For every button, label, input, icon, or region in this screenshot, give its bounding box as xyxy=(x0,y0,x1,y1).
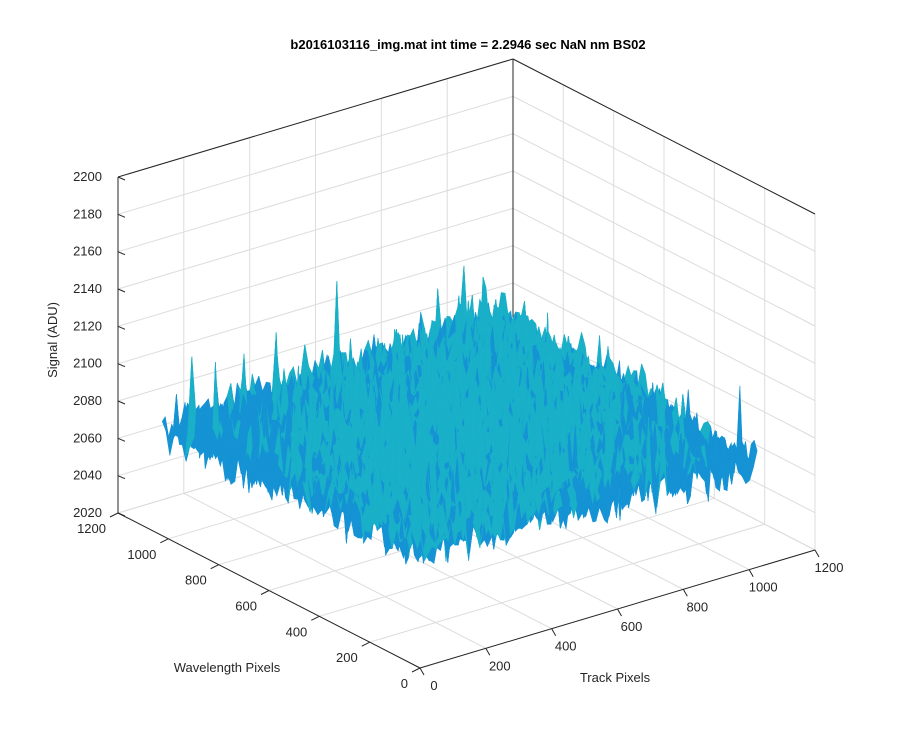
chart-title: b2016103116_img.mat int time = 2.2946 se… xyxy=(290,37,645,52)
surface-plot: b2016103116_img.mat int time = 2.2946 se… xyxy=(0,0,900,750)
